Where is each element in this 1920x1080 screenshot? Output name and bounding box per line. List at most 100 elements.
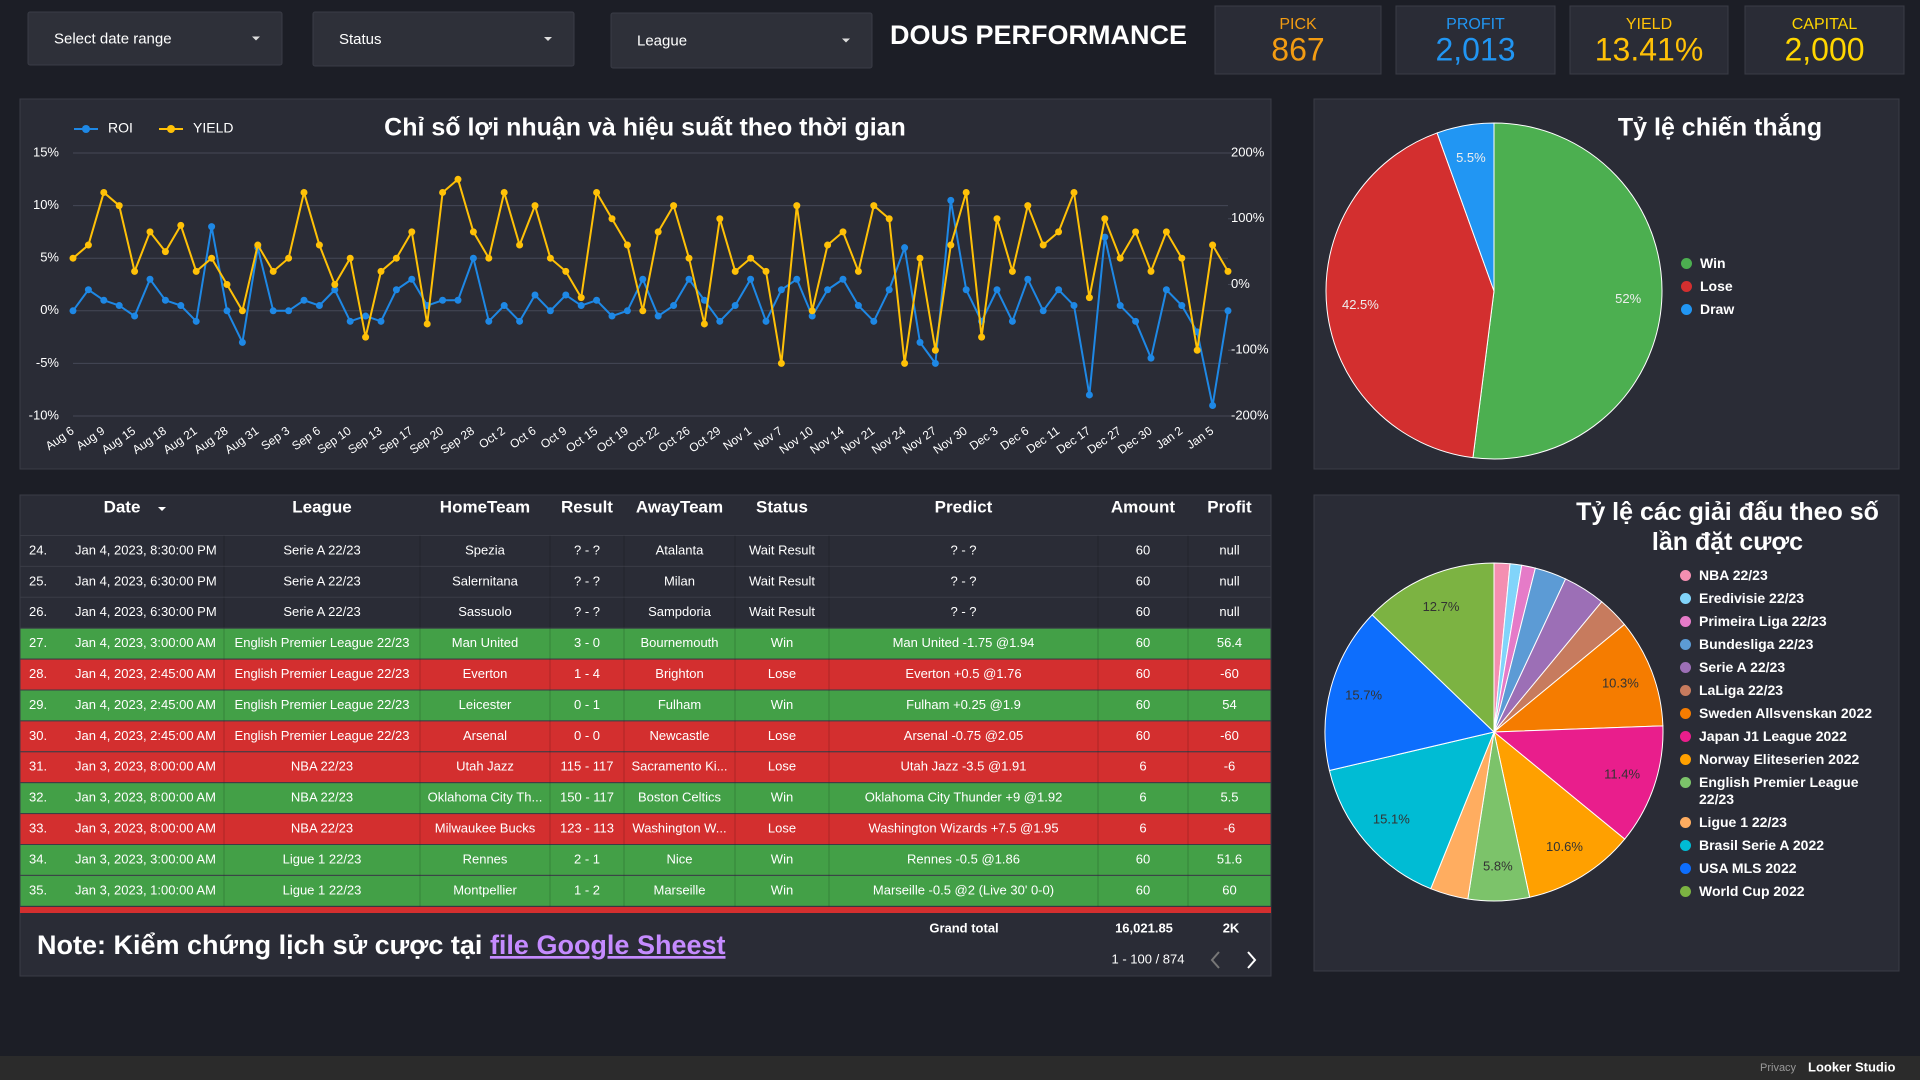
row-number: 25. xyxy=(29,573,47,588)
point xyxy=(1085,391,1093,399)
point xyxy=(808,307,816,315)
table-row xyxy=(19,596,1272,629)
point xyxy=(377,267,385,275)
point xyxy=(331,286,339,294)
cell: Fulham xyxy=(658,697,701,712)
y2-tick-label: 0% xyxy=(1231,276,1250,291)
point xyxy=(1055,286,1063,294)
y2-tick-label: 200% xyxy=(1231,144,1265,159)
filter-dropdown[interactable] xyxy=(27,11,283,66)
point xyxy=(1101,215,1109,223)
point xyxy=(1101,233,1109,241)
cell: 123 - 113 xyxy=(560,820,614,835)
point xyxy=(901,359,909,367)
cell: 54 xyxy=(1222,697,1236,712)
cell: Wait Result xyxy=(749,573,815,588)
cell: -60 xyxy=(1220,728,1239,743)
filter-dropdown[interactable] xyxy=(312,11,575,67)
point xyxy=(146,228,154,236)
kpi-value: 867 xyxy=(1271,31,1324,67)
point xyxy=(177,302,185,310)
legend-dot xyxy=(1680,639,1691,650)
cell: Win xyxy=(771,697,793,712)
point xyxy=(84,286,92,294)
sheet-link[interactable]: file Google Sheest xyxy=(490,930,726,960)
legend-item: Eredivisie 22/23 xyxy=(1680,590,1895,607)
legend-dot xyxy=(1680,840,1691,851)
point xyxy=(439,296,447,304)
legend-dot xyxy=(1680,886,1691,897)
point xyxy=(762,267,770,275)
table-row xyxy=(19,627,1272,660)
cell: 150 - 117 xyxy=(560,790,614,805)
cell: ? - ? xyxy=(574,542,600,557)
legend-item: English Premier League 22/23 xyxy=(1680,774,1895,808)
point xyxy=(1193,346,1201,354)
cell: Jan 4, 2023, 6:30:00 PM xyxy=(75,573,217,588)
point xyxy=(439,188,447,196)
cell: English Premier League 22/23 xyxy=(235,635,410,650)
cell: Newcastle xyxy=(650,728,710,743)
cell: Nice xyxy=(666,851,692,866)
filter-dropdown[interactable] xyxy=(610,12,873,69)
point xyxy=(500,188,508,196)
cell: ? - ? xyxy=(574,604,600,619)
point xyxy=(700,296,708,304)
line-series xyxy=(72,177,1229,364)
point xyxy=(115,302,123,310)
cell: -60 xyxy=(1220,666,1239,681)
point xyxy=(1162,228,1170,236)
cell: Rennes xyxy=(463,851,508,866)
next-page[interactable] xyxy=(1247,951,1257,969)
legend-label: World Cup 2022 xyxy=(1699,883,1805,899)
point xyxy=(223,281,231,288)
table-row xyxy=(19,689,1272,722)
privacy[interactable]: Privacy xyxy=(1760,1062,1797,1074)
point xyxy=(824,286,832,294)
point xyxy=(685,275,693,283)
point xyxy=(546,307,554,315)
legend: Win Lose Draw xyxy=(1681,255,1896,318)
legend-box: Win Lose Draw xyxy=(1681,255,1896,318)
column-header: HomeTeam xyxy=(440,497,530,516)
chart-title: Tỷ lệ chiến thắng xyxy=(1618,112,1822,142)
kpi-card xyxy=(1569,5,1729,75)
y2-tick-label: -200% xyxy=(1231,407,1269,422)
legend-item: LaLiga 22/23 xyxy=(1680,682,1895,699)
point xyxy=(670,302,678,310)
prev-page[interactable] xyxy=(1210,951,1220,969)
cell: NBA 22/23 xyxy=(291,820,353,835)
kpi-label: YIELD xyxy=(1626,16,1672,33)
cell: 51.6 xyxy=(1217,851,1242,866)
cell: Ligue 1 22/23 xyxy=(283,851,362,866)
point xyxy=(531,202,539,210)
point xyxy=(947,196,955,204)
point xyxy=(269,307,277,315)
legend-label: NBA 22/23 xyxy=(1699,567,1768,583)
cell: Bournemouth xyxy=(640,635,718,650)
cell: 60 xyxy=(1136,542,1150,557)
point xyxy=(839,275,847,283)
cell: Spezia xyxy=(465,542,506,557)
point xyxy=(762,317,770,325)
page-title: DOUS PERFORMANCE xyxy=(890,20,1187,50)
table-row xyxy=(19,565,1272,598)
cell: 3 - 0 xyxy=(574,635,600,650)
point xyxy=(747,254,755,262)
cell: Washington W... xyxy=(632,820,726,835)
legend-dot xyxy=(1680,616,1691,627)
column-header: Profit xyxy=(1207,497,1252,516)
cell: Wait Result xyxy=(749,604,815,619)
point xyxy=(962,188,970,196)
cell: -6 xyxy=(1224,759,1236,774)
legend-item: Norway Eliteserien 2022 xyxy=(1680,751,1895,768)
cell: Jan 4, 2023, 6:30:00 PM xyxy=(75,604,217,619)
point xyxy=(84,241,92,249)
total-amount: 16,021.85 xyxy=(1115,920,1173,935)
row-number: 34. xyxy=(29,851,47,866)
cell: -6 xyxy=(1224,820,1236,835)
point xyxy=(1008,267,1016,275)
row-number: 26. xyxy=(29,604,47,619)
cell: 60 xyxy=(1222,882,1236,897)
kpi-label: PICK xyxy=(1279,16,1317,33)
